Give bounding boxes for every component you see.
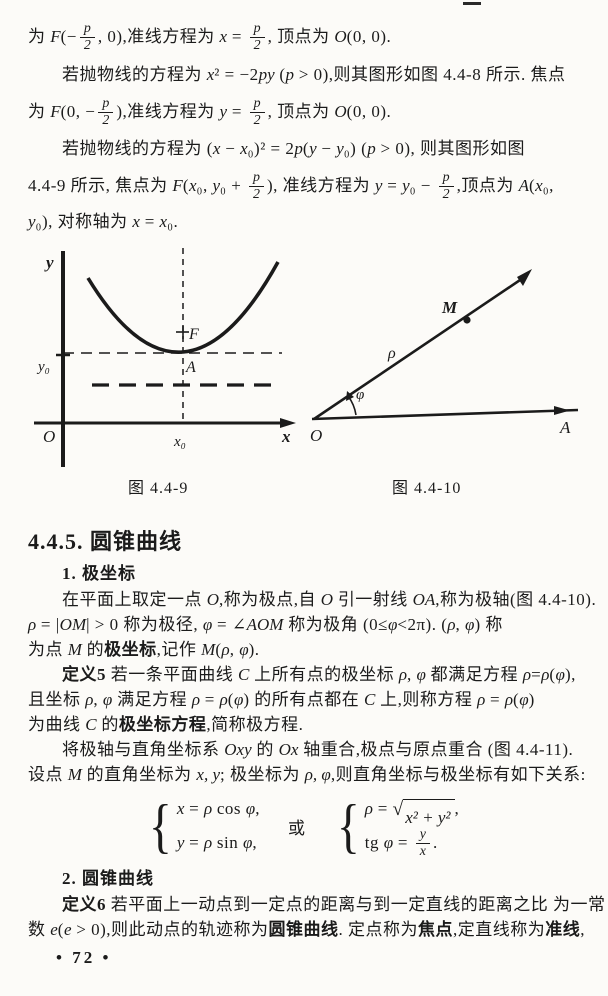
equation-y: y = ρ sin φ, xyxy=(176,833,258,852)
ray-arrow xyxy=(517,269,532,286)
text-line: 且坐标 ρ, φ 满足方程 ρ = ρ(φ) 的所有点都在 C 上,则称方程 ρ… xyxy=(28,690,535,709)
figure-caption-4-4-9: 图 4.4-9 xyxy=(128,480,189,497)
text-line: 将极轴与直角坐标系 Oxy 的 Ox 轴重合,极点与原点重合 (图 4.4-11… xyxy=(62,740,574,759)
text-line: ρ = |OM| > 0 称为极径, φ = ∠AOM 称为极角 (0≤φ<2π… xyxy=(28,615,503,634)
rho-label: ρ xyxy=(387,345,396,362)
text-line: 设点 M 的直角坐标为 x, y; 极坐标为 ρ, φ,则直角坐标与极坐标有如下… xyxy=(28,765,586,784)
point-M-label: M xyxy=(441,298,458,317)
axis-end-label: A xyxy=(559,418,571,437)
y0-label: y₀ xyxy=(36,359,50,375)
parabola-curve xyxy=(86,261,280,354)
subsection-2-heading: 2. 圆锥曲线 xyxy=(62,869,154,888)
text-line: 若抛物线的方程为 (x − x₀)² = 2p(y − y₀) (p > 0),… xyxy=(62,139,525,158)
focus-label: F xyxy=(188,326,199,343)
scan-artifact-dash xyxy=(463,2,481,5)
x-axis-arrow xyxy=(280,418,296,428)
cartesian-from-polar-system: { x = ρ cos φ, y = ρ sin φ, xyxy=(146,792,260,860)
left-brace: { xyxy=(148,793,172,859)
subsection-1-heading: 1. 极坐标 xyxy=(62,564,136,583)
polar-axis-arrow xyxy=(554,406,570,415)
phi-label: φ xyxy=(356,387,364,403)
text-line: 为曲线 C 的极坐标方程,简称极方程. xyxy=(28,715,304,734)
vertex-label: A xyxy=(185,359,196,376)
pole-label: O xyxy=(310,426,322,445)
figure-caption-4-4-10: 图 4.4-10 xyxy=(392,480,462,497)
equation-rho: ρ = √ x² + y², xyxy=(363,792,460,827)
figure-4-4-10-polar-diagram: O A M ρ φ xyxy=(310,269,579,445)
x-axis-label: x xyxy=(281,427,291,446)
origin-label: O xyxy=(43,427,55,446)
left-brace: { xyxy=(336,793,360,859)
page-number: • 72 • xyxy=(56,948,112,967)
point-M-dot xyxy=(463,316,471,324)
text-line: 为点 M 的极坐标,记作 M(ρ, φ). xyxy=(28,640,260,659)
text-line: 数 e(e > 0),则此动点的轨迹称为圆锥曲线. 定点称为焦点,定直线称为准线… xyxy=(28,920,586,939)
coordinate-relation-equations: { x = ρ cos φ, y = ρ sin φ, 或 { ρ = √ x² … xyxy=(28,787,596,865)
arc-arrow xyxy=(346,391,354,401)
text-line: y₀), 对称轴为 x = x₀. xyxy=(28,212,179,231)
section-heading: 4.4.5. 圆锥曲线 xyxy=(28,529,183,554)
text-line: 若抛物线的方程为 x² = −2py (p > 0),则其图形如图 4.4-8 … xyxy=(62,65,566,84)
equation-x: x = ρ cos φ, xyxy=(176,799,260,818)
or-word: 或 xyxy=(287,818,306,838)
text-line: 定义6 若平面上一动点到一定点的距离与到一定直线的距离之比 为一常 xyxy=(62,895,606,914)
y-axis-label: y xyxy=(44,253,54,272)
polar-axis xyxy=(311,408,579,421)
text-line: 定义5 若一条平面曲线 C 上所有点的极坐标 ρ, φ 都满足方程 ρ=ρ(φ)… xyxy=(62,665,576,684)
body-text: 1. 极坐标 在平面上取定一点 O,称为极点,自 O 引一射线 OA,称为极轴(… xyxy=(28,560,606,942)
x0-label: x₀ xyxy=(173,434,186,450)
figure-row: y x O y₀ x₀ F A O A M ρ φ xyxy=(0,243,608,475)
figure-4-4-9-parabola-diagram: y x O y₀ x₀ F A xyxy=(34,248,296,467)
text-line: 4.4-9 所示, 焦点为 F(x₀, y₀ + p 2), 准线方程为 y = … xyxy=(28,169,554,202)
ray-OM xyxy=(313,274,527,421)
text-line: 在平面上取定一点 O,称为极点,自 O 引一射线 OA,称为极轴(图 4.4-1… xyxy=(62,590,597,609)
